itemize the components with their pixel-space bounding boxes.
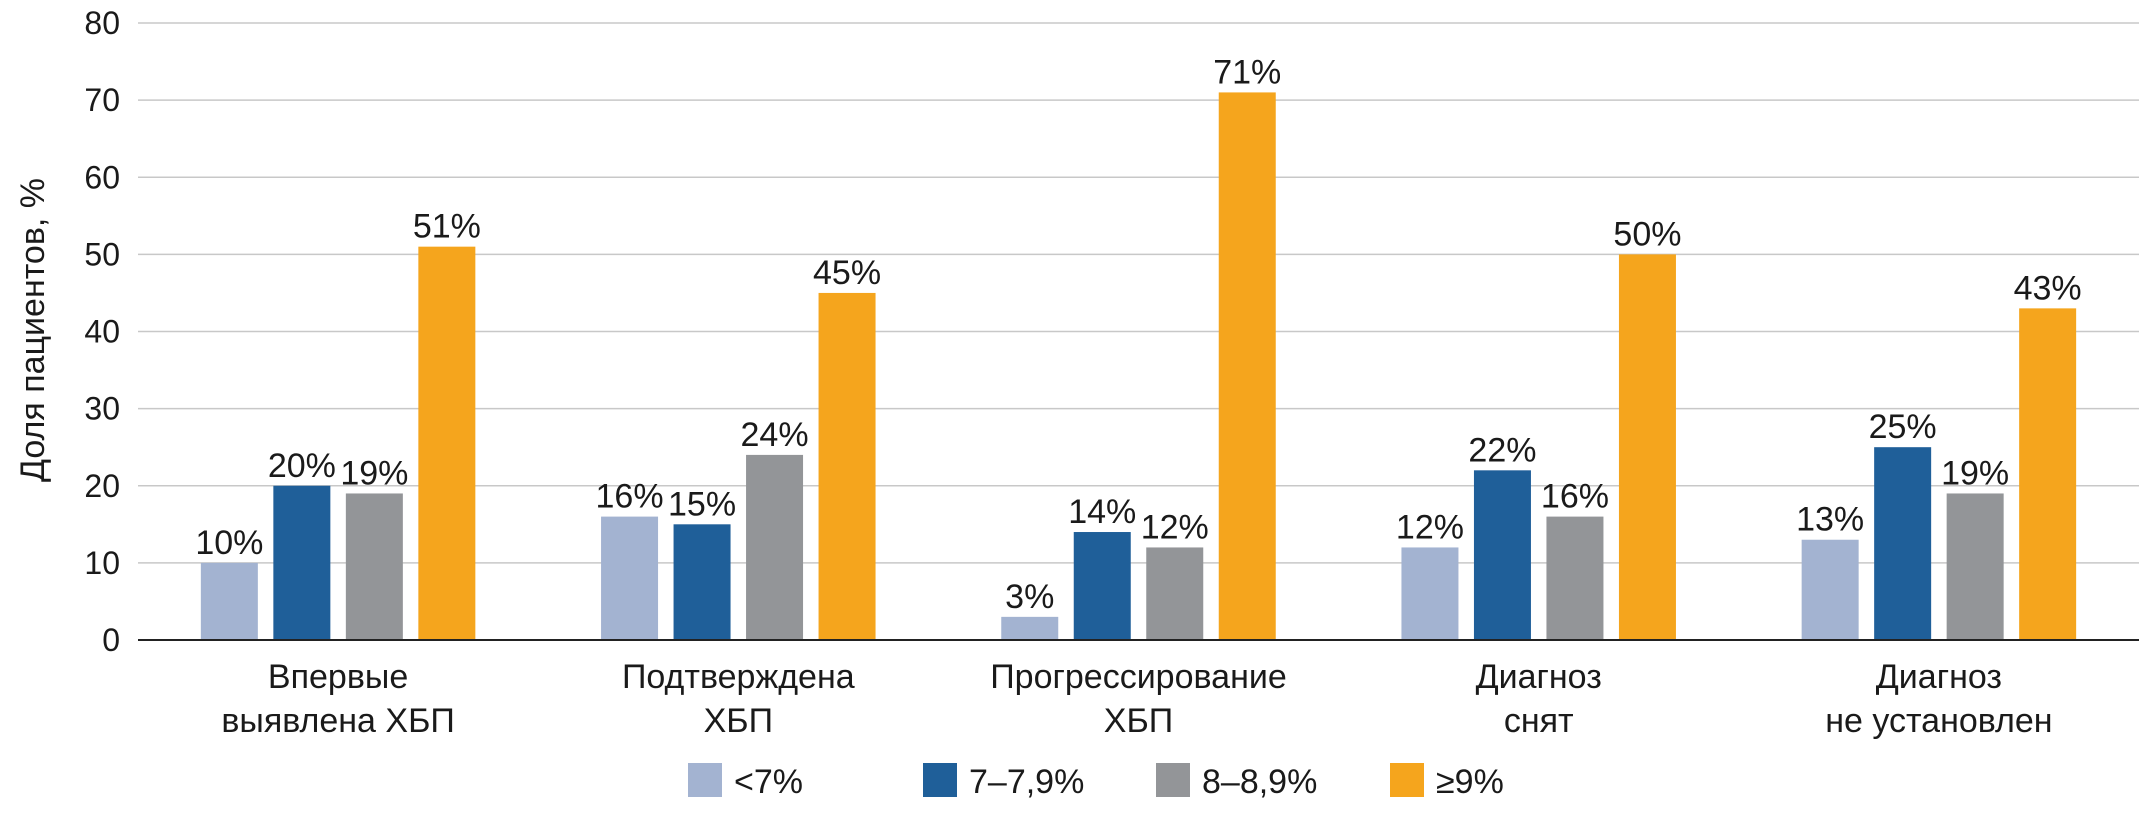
- y-tick-label: 40: [84, 314, 120, 350]
- y-tick-label: 10: [84, 545, 120, 581]
- y-tick-label: 70: [84, 82, 120, 118]
- bars: [200, 92, 2077, 641]
- category-label: не установлен: [1825, 702, 2052, 740]
- category-label: выявлена ХБП: [221, 702, 455, 740]
- data-label: 14%: [1068, 493, 1136, 531]
- bar: [345, 493, 403, 640]
- y-tick-label: 0: [102, 622, 120, 658]
- data-label: 13%: [1796, 501, 1864, 539]
- data-label: 43%: [2014, 269, 2082, 307]
- data-label: 10%: [195, 524, 263, 562]
- data-label: 45%: [813, 254, 881, 292]
- category-label: Подтверждена: [622, 658, 855, 696]
- y-tick-label: 60: [84, 159, 120, 195]
- legend-swatch: [1390, 763, 1424, 797]
- data-label: 3%: [1005, 578, 1054, 616]
- data-label: 19%: [1941, 454, 2009, 492]
- bar: [200, 562, 258, 640]
- data-label: 12%: [1141, 508, 1209, 546]
- bar: [746, 454, 804, 640]
- bar: [1618, 254, 1676, 640]
- bar: [2019, 308, 2077, 640]
- bar: [418, 246, 476, 640]
- legend-swatch: [688, 763, 722, 797]
- category-label: Впервые: [268, 658, 408, 696]
- legend-label: <7%: [734, 763, 803, 801]
- y-tick-label: 30: [84, 391, 120, 427]
- legend-label: 7–7,9%: [969, 763, 1084, 801]
- category-label: Диагноз: [1876, 658, 2002, 696]
- data-label: 20%: [268, 447, 336, 485]
- legend-swatch: [1156, 763, 1190, 797]
- data-label: 16%: [596, 478, 664, 516]
- bar: [1218, 92, 1276, 641]
- bar: [1001, 616, 1059, 640]
- bar: [1401, 547, 1459, 640]
- data-label: 51%: [413, 208, 481, 246]
- y-tick-label: 50: [84, 236, 120, 272]
- bar: [818, 292, 876, 640]
- category-label: ХБП: [704, 702, 773, 740]
- category-label: снят: [1504, 702, 1574, 740]
- data-label: 16%: [1541, 478, 1609, 516]
- category-labels: Впервые выявлена ХБП Подтверждена ХБП Прогре…: [221, 658, 2052, 740]
- legend: <7% 7–7,9% 8–8,9% ≥9%: [688, 763, 1504, 801]
- y-axis-label: Доля пациентов, %: [14, 178, 52, 482]
- data-label: 71%: [1213, 53, 1281, 91]
- bar: [273, 485, 331, 640]
- data-label: 25%: [1869, 408, 1937, 446]
- legend-swatch: [923, 763, 957, 797]
- legend-label: ≥9%: [1436, 763, 1504, 801]
- bar: [601, 516, 659, 640]
- y-tick-label: 80: [84, 5, 120, 41]
- data-label: 50%: [1613, 215, 1681, 253]
- category-label: Диагноз: [1476, 658, 1602, 696]
- data-label: 15%: [668, 485, 736, 523]
- bar: [1146, 547, 1204, 640]
- bar: [1801, 539, 1859, 640]
- category-label: Прогрессирование: [990, 658, 1287, 696]
- bar: [1473, 470, 1531, 640]
- data-label: 12%: [1396, 508, 1464, 546]
- bar: [1546, 516, 1604, 640]
- bar: [673, 524, 731, 640]
- y-axis-ticks: 0 10 20 30 40 50 60 70 80: [84, 5, 120, 658]
- bar: [1874, 447, 1932, 640]
- data-label: 24%: [741, 416, 809, 454]
- bar: [1073, 532, 1131, 640]
- legend-label: 8–8,9%: [1202, 763, 1317, 801]
- data-label: 22%: [1468, 431, 1536, 469]
- data-label: 19%: [340, 454, 408, 492]
- category-label: ХБП: [1104, 702, 1173, 740]
- y-tick-label: 20: [84, 468, 120, 504]
- data-labels: 10%20% 19%51%16% 15%24%45%3%14% 12%71%12%22…: [195, 53, 2081, 615]
- bar: [1946, 493, 2004, 640]
